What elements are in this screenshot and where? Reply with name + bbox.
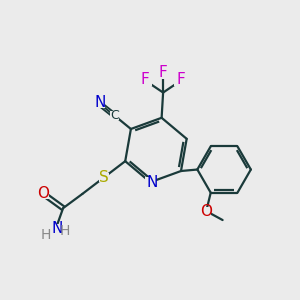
Bar [96,100,105,109]
Bar [159,70,167,79]
Bar [48,224,63,234]
Text: N: N [52,221,63,236]
Text: N: N [146,175,158,190]
Text: H: H [41,229,51,242]
Bar [143,78,152,86]
Text: F: F [141,72,150,87]
Bar [202,207,211,215]
Bar [145,177,156,188]
Text: F: F [159,65,167,80]
Text: F: F [177,72,185,87]
Bar [110,111,119,120]
Text: C: C [110,110,119,122]
Bar [40,190,49,199]
Bar [99,173,109,182]
Text: N: N [94,95,106,110]
Text: H: H [60,224,70,238]
Bar [174,78,183,86]
Text: O: O [37,186,49,201]
Text: S: S [99,170,109,185]
Text: O: O [200,204,212,219]
